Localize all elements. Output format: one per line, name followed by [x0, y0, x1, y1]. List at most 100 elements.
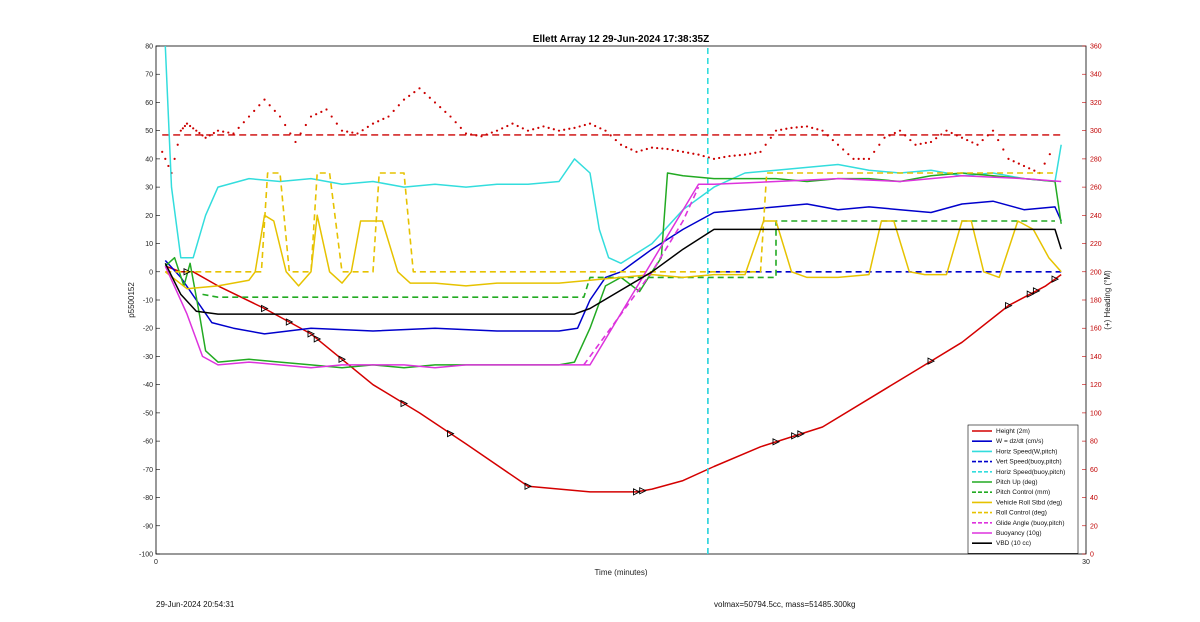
series-line-1 — [164, 200, 1062, 335]
y-axis-label: p5500152 — [127, 282, 136, 318]
y2-axis-ticks: 3603403203002802602402202001801601401201… — [1082, 44, 1102, 559]
y-tick-label: -60 — [143, 439, 153, 446]
heading-point — [366, 125, 369, 129]
height-marker — [639, 487, 647, 495]
heading-point — [914, 143, 917, 146]
height-marker — [183, 268, 192, 276]
heading-point — [661, 147, 664, 150]
heading-point — [475, 134, 478, 137]
heading-point — [743, 153, 747, 156]
height-marker — [927, 357, 936, 365]
heading-point — [1048, 153, 1051, 156]
footer-timestamp: 29-Jun-2024 20:54:31 — [156, 600, 235, 609]
heading-point — [878, 143, 881, 146]
heading-point — [594, 124, 597, 128]
heading-point — [444, 110, 447, 113]
y-tick-label: 0 — [149, 269, 153, 276]
legend-entry: Horiz Speed(buoy,pitch) — [996, 469, 1065, 476]
height-marker — [285, 318, 294, 326]
legend-entry: Height (2m) — [996, 428, 1030, 435]
heading-point — [614, 138, 617, 142]
x-tick-label: 0 — [154, 559, 158, 566]
heading-point — [986, 134, 989, 137]
heading-point — [433, 101, 437, 104]
heading-point — [811, 126, 814, 129]
heading-point — [480, 135, 483, 138]
heading-point — [935, 137, 938, 140]
y2-tick-label: 360 — [1090, 44, 1102, 51]
heading-point — [227, 131, 230, 134]
heading-point — [924, 141, 927, 144]
heading-point — [981, 138, 984, 142]
y2-axis-label: (+) Heading (°M) — [1103, 270, 1112, 330]
height-marker — [400, 399, 409, 408]
heading-point — [619, 143, 623, 146]
y2-tick-label: 20 — [1090, 523, 1098, 530]
legend-entry: Roll Control (deg) — [996, 510, 1047, 517]
heading-point — [733, 154, 736, 157]
y-tick-label: -50 — [143, 410, 153, 417]
heading-point — [192, 127, 195, 130]
heading-point — [909, 138, 912, 142]
heading-point — [181, 127, 184, 130]
heading-point — [201, 134, 204, 137]
y-axis-ticks: 80 70 60 50 40 30 20 10 0 -10 -20 -30 -40 -50 -60 -70 -8… — [139, 44, 160, 559]
heading-point — [304, 123, 307, 127]
heading-point — [945, 129, 948, 132]
heading-point — [1033, 169, 1036, 172]
heading-point — [609, 134, 612, 137]
series-line-10 — [164, 175, 1062, 369]
y-tick-label: 10 — [145, 241, 153, 248]
legend-entry: Buoyancy (10g) — [996, 530, 1042, 537]
y2-tick-label: 140 — [1090, 354, 1102, 361]
heading-point — [189, 124, 192, 128]
heading-point — [273, 109, 276, 113]
heading-point — [599, 127, 602, 130]
heading-point — [774, 129, 778, 132]
heading-point — [1017, 162, 1020, 165]
heading-point — [557, 129, 561, 132]
y-tick-label: 30 — [145, 185, 153, 192]
heading-point — [212, 131, 215, 135]
heading-point — [862, 157, 865, 160]
heading-point — [630, 148, 633, 151]
x-axis-label: Time (minutes) — [594, 568, 647, 577]
heading-point — [1022, 164, 1026, 168]
heading-point — [583, 123, 586, 127]
heading-point — [604, 129, 607, 132]
plot-area — [155, 45, 1087, 555]
legend-entry: Pitch Control (mm) — [996, 489, 1050, 496]
heading-point — [418, 87, 421, 90]
heading-point — [490, 131, 493, 134]
heading-point — [681, 150, 685, 153]
y-tick-label: -40 — [143, 382, 153, 389]
footer-volume-mass: volmax=50794.5cc, mass=51485.300kg — [714, 600, 856, 609]
heading-point — [198, 131, 201, 135]
heading-point — [873, 150, 876, 153]
heading-point — [526, 129, 530, 132]
heading-point — [397, 104, 400, 107]
heading-point — [330, 115, 333, 118]
heading-point — [173, 157, 176, 160]
y2-tick-label: 120 — [1090, 382, 1102, 389]
heading-point — [893, 131, 896, 135]
heading-point — [346, 130, 349, 133]
heading-point — [588, 122, 592, 125]
heading-point — [728, 154, 731, 158]
legend-entry: VBD (10 cc) — [996, 540, 1031, 547]
legend-box — [967, 424, 1079, 554]
heading-point — [242, 121, 245, 124]
y-tick-label: 80 — [145, 44, 153, 51]
heading-point — [1043, 162, 1046, 165]
heading-point — [377, 120, 380, 123]
y2-tick-label: 280 — [1090, 156, 1102, 163]
heading-point — [738, 154, 741, 157]
heading-point — [464, 132, 468, 135]
heading-point — [258, 104, 261, 107]
series-line-6 — [202, 220, 1055, 299]
height-marker — [1005, 301, 1013, 310]
heading-point — [356, 132, 359, 135]
heading-point — [821, 129, 824, 132]
heading-point — [764, 143, 767, 146]
heading-point — [371, 122, 375, 125]
